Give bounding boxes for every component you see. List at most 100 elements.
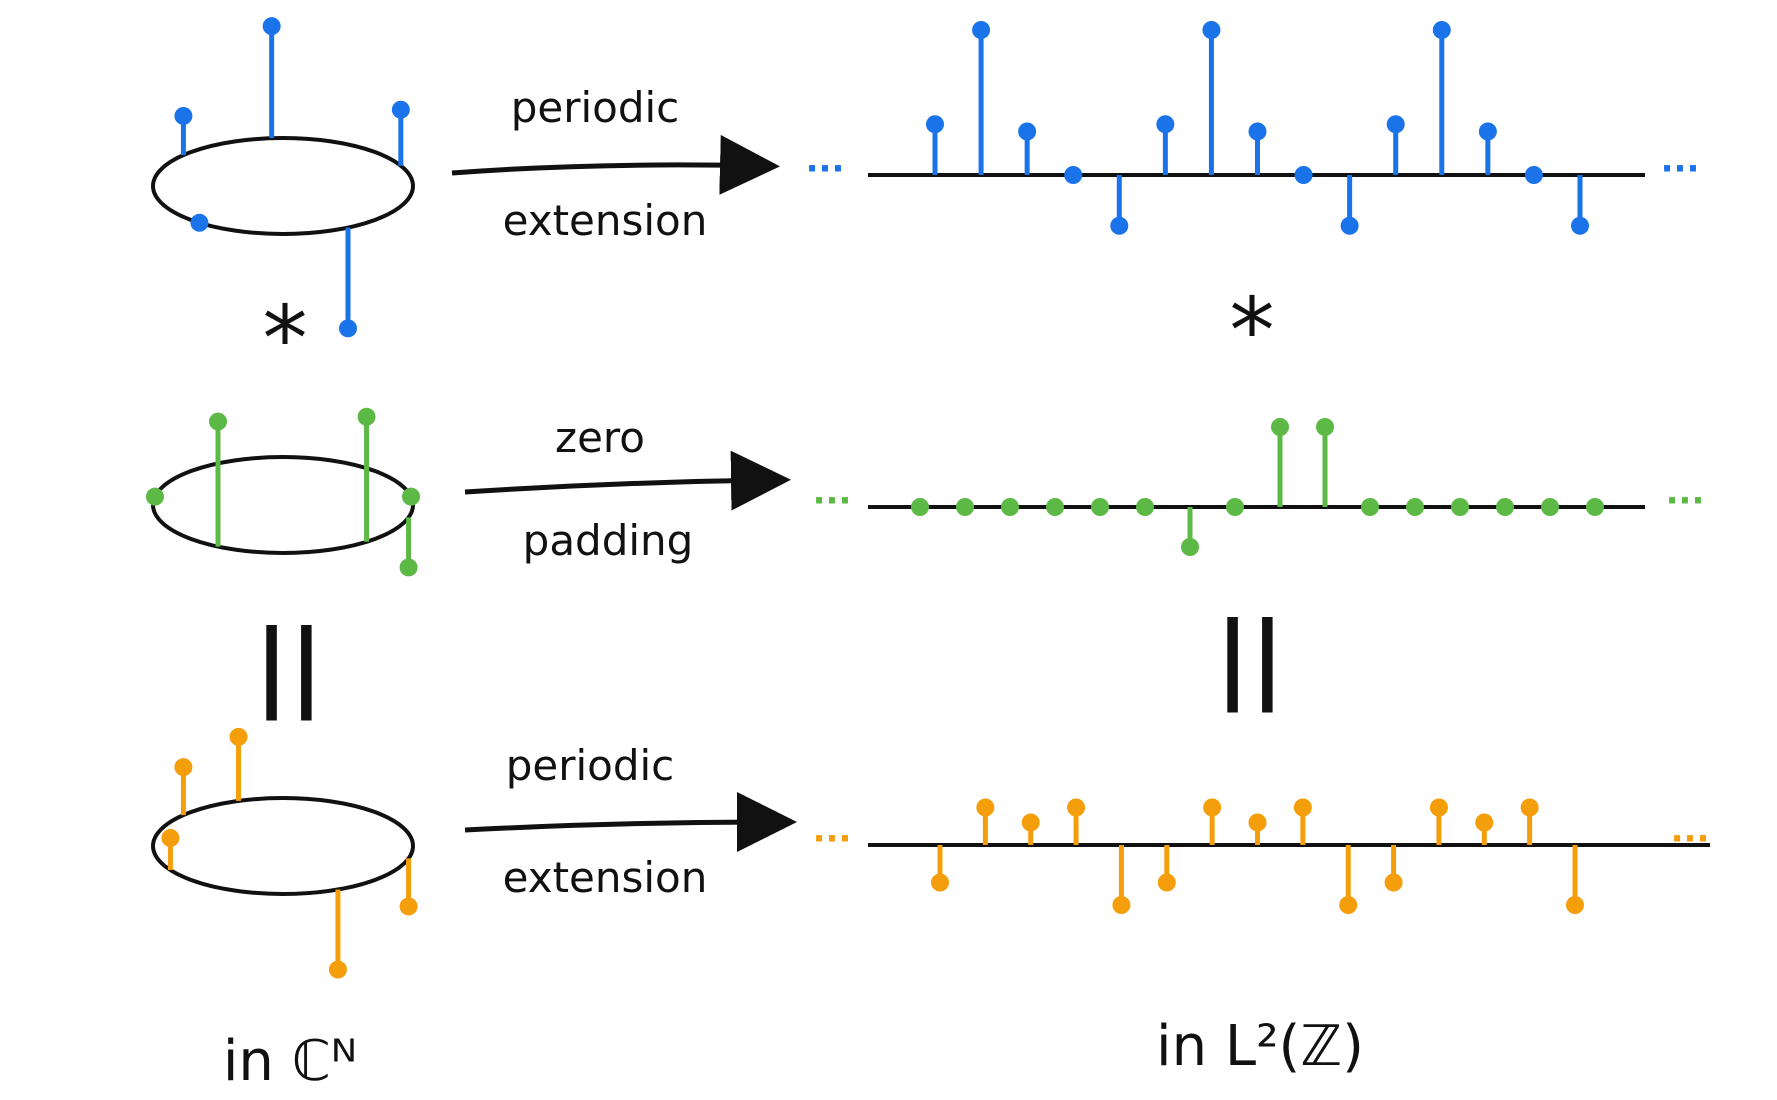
circle-stem: [161, 829, 180, 870]
signal-stem-dot: [1091, 498, 1109, 516]
signal-stem: [1018, 122, 1037, 175]
signal-stem-dot: [1524, 166, 1543, 184]
circle-stem: [229, 727, 248, 801]
signal-stem-dot: [1432, 21, 1451, 39]
green-circle-signal: [145, 407, 421, 577]
signal-stem-dot: [1496, 498, 1514, 516]
circle-stem: [174, 758, 193, 816]
signal-stem-dot: [956, 498, 974, 516]
circle-stem-dot: [145, 487, 164, 506]
signal-stem-dot: [1136, 498, 1154, 516]
signal-stem: [1157, 845, 1176, 892]
signal-stem-dot: [926, 115, 944, 134]
circle-stem: [399, 858, 418, 916]
signal-stem-dot: [1586, 498, 1604, 516]
signal-stem-dot: [1110, 216, 1129, 235]
signal-stem-dot: [1571, 216, 1589, 235]
circle-stem-dot: [209, 412, 227, 431]
arrow-label-1: periodic: [511, 83, 680, 132]
arrow-line: [464, 450, 791, 511]
arrow-label-1: zero: [555, 413, 645, 462]
arrow-line: [464, 792, 797, 853]
left-space-label: in ℂᴺ: [223, 1029, 357, 1094]
signal-stem: [1110, 175, 1129, 235]
signal-stem: [1496, 498, 1514, 516]
signal-stem-dot: [1202, 21, 1221, 39]
right-space-label: in L²(ℤ): [1156, 1014, 1364, 1079]
signal-stem: [1112, 845, 1131, 914]
signal-stem: [1429, 798, 1448, 845]
signal-stem-dot: [1157, 873, 1176, 892]
green-line-signal: ··· ···: [813, 418, 1705, 556]
signal-stem-dot: [1406, 498, 1424, 516]
signal-stem-dot: [911, 498, 929, 516]
signal-stem: [976, 798, 995, 845]
circle-stem: [339, 227, 357, 338]
circle-stem-dot: [174, 758, 193, 777]
circle-stem-dot: [262, 17, 281, 36]
signal-stem: [1451, 498, 1469, 516]
signal-stem-dot: [976, 798, 995, 817]
signal-stem: [1384, 845, 1403, 892]
signal-stem-dot: [931, 873, 949, 892]
signal-stem: [1541, 498, 1559, 516]
signal-stem-dot: [1451, 498, 1469, 516]
circle-stem-dot: [357, 407, 376, 426]
blue-ring: [151, 136, 415, 236]
signal-stem-dot: [1226, 498, 1244, 516]
signal-stem-dot: [1520, 798, 1539, 817]
arrow-label-2: extension: [503, 853, 708, 902]
row-orange: periodic extension ··· ···: [151, 727, 1710, 979]
blue-circle-signal: [151, 17, 415, 338]
circle-stem: [391, 100, 410, 166]
ellipsis-right: ···: [1666, 481, 1705, 521]
ellipsis-left: ···: [813, 819, 852, 859]
arrow-label-2: extension: [503, 196, 708, 245]
signal-stem: [1046, 498, 1064, 516]
signal-stem-dot: [1001, 498, 1019, 516]
orange-line-signal: ··· ···: [813, 798, 1710, 914]
signal-stem-dot: [1203, 798, 1222, 817]
signal-stem: [1202, 21, 1221, 175]
signal-stem: [1248, 122, 1267, 175]
circle-stem-dot: [229, 727, 248, 746]
signal-stem-dot: [1271, 418, 1289, 436]
circle-stem-dot: [339, 319, 357, 338]
signal-stem-dot: [1293, 798, 1312, 817]
circle-stem-dot: [391, 100, 410, 119]
row-blue: periodic extension ··· ···: [151, 17, 1699, 338]
signal-stem-dot: [1067, 798, 1086, 817]
signal-stem: [1064, 166, 1083, 184]
ellipsis-left: ···: [813, 481, 852, 521]
signal-stem: [911, 498, 929, 516]
ellipsis-right: ···: [1671, 819, 1710, 859]
arrow-zero-padding: zero padding: [464, 413, 791, 565]
signal-stem: [1520, 798, 1539, 845]
orange-circle-signal: [151, 727, 418, 979]
arrow-line: [451, 134, 780, 195]
signal-stem-dot: [1248, 813, 1267, 832]
signal-stem-dot: [1566, 896, 1584, 914]
signal-stem-dot: [1478, 122, 1497, 141]
circle-stem-dot: [190, 213, 209, 232]
signal-stem: [1432, 21, 1451, 175]
signal-stem-dot: [1429, 798, 1448, 817]
signal-stem: [956, 498, 974, 516]
signal-stem: [1181, 507, 1199, 556]
blue-line-signal: ··· ···: [806, 21, 1699, 235]
equals-symbol-right: ||: [1215, 603, 1284, 713]
signal-stem: [1339, 845, 1358, 914]
circle-stem-dot: [399, 897, 418, 916]
signal-stem: [931, 845, 949, 892]
signal-stem-dot: [1064, 166, 1083, 184]
signal-stem-dot: [1112, 896, 1131, 914]
signal-stem-dot: [1340, 216, 1359, 235]
circle-stem-dot: [174, 106, 193, 125]
signal-stem-dot: [1046, 498, 1064, 516]
signal-stem: [1067, 798, 1086, 845]
arrow-periodic-top: periodic extension: [451, 83, 780, 245]
circle-stem-dot: [161, 829, 180, 847]
circle-stem: [145, 487, 164, 506]
signal-stem: [1156, 115, 1175, 175]
signal-stem-dot: [1339, 896, 1358, 914]
